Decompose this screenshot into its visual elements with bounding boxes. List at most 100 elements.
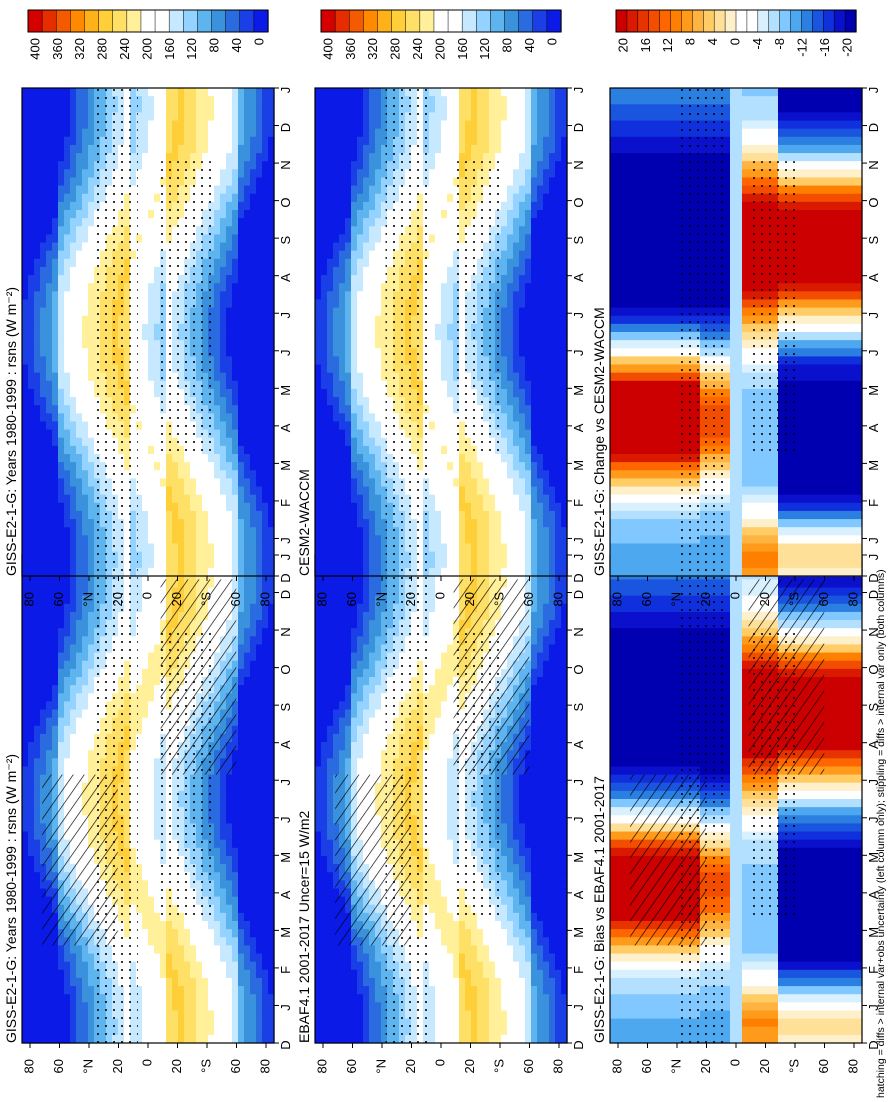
heat-cell bbox=[40, 144, 47, 154]
heat-cell bbox=[76, 543, 83, 553]
heat-cell bbox=[88, 364, 95, 374]
heat-cell bbox=[40, 234, 47, 244]
heat-cell bbox=[34, 733, 41, 743]
heat-cell bbox=[46, 413, 53, 423]
heat-cell bbox=[208, 782, 215, 792]
heat-cell bbox=[238, 1034, 245, 1044]
heat-cell bbox=[22, 567, 29, 577]
heat-cell bbox=[244, 201, 251, 211]
heat-cell bbox=[160, 120, 167, 130]
heat-cell bbox=[244, 96, 251, 105]
heat-cell bbox=[154, 315, 161, 325]
heat-cell bbox=[136, 603, 143, 613]
heat-cell bbox=[166, 88, 173, 97]
heat-cell bbox=[238, 620, 245, 629]
heat-cell bbox=[166, 961, 173, 971]
heat-cell bbox=[136, 112, 143, 122]
heat-cell bbox=[250, 660, 257, 670]
heat-cell bbox=[52, 668, 59, 678]
heat-cell bbox=[256, 969, 263, 979]
heat-cell bbox=[256, 364, 263, 374]
heat-cell bbox=[226, 388, 233, 398]
heat-cell bbox=[250, 372, 257, 382]
heat-cell bbox=[82, 535, 89, 545]
heat-cell bbox=[142, 969, 149, 979]
heat-cell bbox=[214, 864, 221, 873]
heat-cell bbox=[160, 128, 167, 138]
heat-cell bbox=[148, 929, 155, 938]
heat-cell bbox=[28, 677, 35, 686]
heat-cell bbox=[238, 1002, 245, 1012]
heat-cell bbox=[28, 701, 35, 711]
heat-cell bbox=[142, 429, 149, 439]
heat-cell bbox=[250, 535, 257, 545]
heat-cell bbox=[76, 380, 83, 390]
heat-cell bbox=[136, 144, 143, 154]
heat-cell bbox=[136, 864, 143, 873]
heat-cell bbox=[46, 595, 53, 605]
heat-cell bbox=[70, 717, 77, 727]
heat-cell bbox=[70, 611, 77, 621]
heat-cell bbox=[226, 88, 233, 97]
heat-cell bbox=[232, 839, 239, 849]
heat-cell bbox=[160, 470, 167, 479]
heat-cell bbox=[52, 677, 59, 686]
heat-cell bbox=[166, 1010, 173, 1020]
heat-cell bbox=[58, 185, 65, 195]
heat-cell bbox=[196, 1010, 203, 1020]
heat-cell bbox=[202, 535, 209, 545]
heat-cell bbox=[220, 994, 227, 1003]
heat-cell bbox=[136, 226, 143, 235]
heat-cell bbox=[244, 258, 251, 268]
heat-cell bbox=[136, 994, 143, 1003]
heat-cell bbox=[28, 611, 35, 621]
heat-cell bbox=[154, 242, 161, 252]
heat-cell bbox=[262, 799, 269, 808]
heat-cell bbox=[232, 437, 239, 447]
heat-cell bbox=[244, 977, 251, 987]
heat-cell bbox=[208, 413, 215, 423]
heat-cell bbox=[208, 567, 215, 577]
heat-cell bbox=[34, 169, 41, 179]
heat-cell bbox=[244, 519, 251, 528]
heat-cell bbox=[190, 510, 197, 520]
heat-cell bbox=[154, 218, 161, 227]
heat-cell bbox=[22, 945, 29, 955]
heat-cell bbox=[34, 478, 41, 488]
heat-cell bbox=[256, 283, 263, 292]
heat-cell bbox=[154, 701, 161, 711]
heat-cell bbox=[70, 567, 77, 577]
heat-cell bbox=[82, 332, 89, 341]
heat-cell bbox=[70, 136, 77, 146]
heat-cell bbox=[52, 567, 59, 577]
heat-cell bbox=[46, 136, 53, 146]
heat-cell bbox=[202, 454, 209, 463]
heat-cell bbox=[208, 437, 215, 447]
heat-cell bbox=[250, 1010, 257, 1020]
heat-cell bbox=[76, 502, 83, 512]
heat-cell bbox=[202, 543, 209, 553]
heat-cell bbox=[226, 953, 233, 963]
heat-cell bbox=[232, 405, 239, 414]
heat-cell bbox=[142, 750, 149, 759]
heat-cell bbox=[148, 847, 155, 857]
heat-cell bbox=[52, 519, 59, 528]
heat-cell bbox=[220, 372, 227, 382]
heat-cell bbox=[136, 364, 143, 374]
heat-cell bbox=[226, 551, 233, 561]
heat-cell bbox=[28, 758, 35, 768]
heat-cell bbox=[220, 782, 227, 792]
heat-cell bbox=[28, 218, 35, 227]
heat-cell bbox=[214, 104, 221, 113]
heat-cell bbox=[226, 136, 233, 146]
heat-cell bbox=[70, 742, 77, 751]
heat-cell bbox=[76, 733, 83, 743]
heat-cell bbox=[190, 986, 197, 995]
heat-cell bbox=[214, 559, 221, 569]
heat-cell bbox=[220, 462, 227, 471]
heat-cell bbox=[214, 332, 221, 341]
month-tick-label: J bbox=[278, 779, 293, 786]
heat-cell bbox=[142, 644, 149, 654]
heat-cell bbox=[244, 677, 251, 686]
heat-cell bbox=[142, 356, 149, 366]
